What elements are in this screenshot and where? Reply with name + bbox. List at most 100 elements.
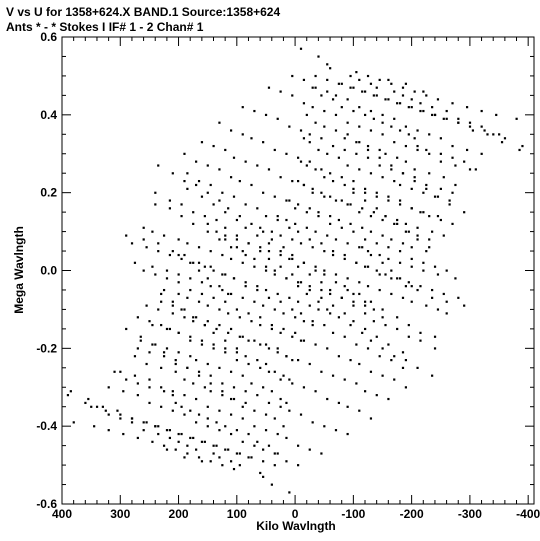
uv-point bbox=[270, 230, 273, 233]
uv-point bbox=[259, 250, 262, 253]
uv-point bbox=[157, 425, 160, 428]
uv-point bbox=[168, 253, 172, 257]
uv-point bbox=[200, 343, 204, 346]
uv-point bbox=[334, 113, 338, 117]
uv-point bbox=[195, 359, 198, 362]
uv-point bbox=[209, 460, 212, 463]
uv-point bbox=[393, 355, 396, 358]
uv-point bbox=[229, 129, 233, 132]
uv-point bbox=[381, 374, 384, 377]
uv-point bbox=[229, 413, 233, 416]
y-tick-label: 0.2 bbox=[40, 186, 57, 200]
uv-point bbox=[308, 273, 311, 276]
uv-point bbox=[428, 152, 431, 155]
uv-point bbox=[468, 121, 472, 124]
uv-point bbox=[113, 370, 116, 373]
uv-point bbox=[384, 152, 387, 155]
x-tick-labels: 400 300 200 100 0 -100 -200 -300 -400 bbox=[52, 507, 540, 521]
uv-point bbox=[474, 168, 477, 171]
uv-point bbox=[235, 347, 239, 350]
uv-point bbox=[457, 117, 460, 120]
uv-point bbox=[340, 82, 343, 85]
uv-point bbox=[276, 432, 279, 436]
uv-point bbox=[431, 113, 434, 117]
uv-point bbox=[422, 109, 425, 113]
uv-point bbox=[212, 444, 215, 447]
uv-point bbox=[215, 218, 218, 222]
uv-point bbox=[192, 261, 195, 264]
uv-point bbox=[396, 222, 399, 225]
uv-point bbox=[241, 250, 244, 253]
uv-point bbox=[186, 187, 189, 190]
uv-point bbox=[314, 230, 317, 233]
uv-point bbox=[273, 269, 276, 272]
uv-point bbox=[381, 316, 384, 319]
uv-point bbox=[451, 222, 454, 225]
uv-point bbox=[320, 191, 323, 194]
uv-point bbox=[209, 390, 212, 393]
uv-point bbox=[139, 339, 142, 342]
uv-point bbox=[259, 316, 262, 319]
uv-point bbox=[393, 179, 396, 183]
uv-point bbox=[267, 370, 271, 373]
uv-point bbox=[413, 90, 416, 93]
uv-point bbox=[224, 273, 227, 276]
uv-point bbox=[195, 183, 198, 187]
uv-point bbox=[154, 343, 157, 346]
uv-point bbox=[480, 152, 483, 155]
y-tick-label: 0.0 bbox=[40, 264, 57, 278]
uv-point bbox=[250, 456, 253, 459]
uv-point bbox=[425, 94, 428, 97]
uv-point bbox=[422, 191, 425, 194]
uv-point bbox=[419, 339, 422, 342]
uv-point bbox=[171, 172, 174, 175]
uv-point bbox=[381, 121, 384, 124]
uv-point bbox=[407, 281, 410, 284]
x-tick-label: 300 bbox=[110, 507, 130, 521]
uv-point bbox=[224, 238, 227, 241]
uv-point bbox=[308, 288, 311, 292]
plot-frame bbox=[61, 36, 535, 505]
uv-point bbox=[358, 141, 361, 144]
uv-point bbox=[221, 191, 224, 194]
uv-point bbox=[314, 86, 317, 89]
uv-point bbox=[221, 382, 224, 385]
uv-point bbox=[291, 335, 294, 338]
uv-point bbox=[90, 405, 93, 408]
uv-point bbox=[302, 261, 306, 264]
uv-point bbox=[174, 362, 177, 366]
uv-point bbox=[151, 323, 154, 327]
uv-point bbox=[244, 401, 247, 405]
uv-point bbox=[323, 425, 326, 428]
uv-point bbox=[270, 238, 273, 241]
uv-point bbox=[410, 187, 413, 190]
uv-point bbox=[273, 308, 276, 311]
uv-point bbox=[375, 195, 378, 198]
uv-point bbox=[381, 261, 384, 264]
uv-point bbox=[407, 133, 410, 136]
uv-point bbox=[387, 343, 390, 346]
uv-point bbox=[279, 405, 282, 408]
uv-point bbox=[264, 288, 268, 292]
uv-point bbox=[410, 300, 413, 303]
uv-point bbox=[334, 273, 338, 276]
uv-point bbox=[247, 362, 250, 366]
uv-point bbox=[378, 253, 381, 257]
uv-point bbox=[366, 156, 370, 159]
uv-point bbox=[433, 265, 437, 268]
uv-point bbox=[177, 273, 180, 276]
uv-point bbox=[320, 94, 323, 97]
uv-point bbox=[256, 234, 259, 237]
uv-point bbox=[186, 444, 189, 447]
uv-point bbox=[308, 207, 311, 210]
uv-point bbox=[364, 300, 367, 303]
uv-point bbox=[186, 366, 189, 369]
uv-point bbox=[428, 172, 431, 175]
uv-point bbox=[256, 359, 259, 362]
uv-point bbox=[157, 308, 160, 311]
uv-point bbox=[410, 285, 413, 288]
uv-point bbox=[404, 125, 408, 128]
uv-point bbox=[398, 183, 402, 187]
uv-point bbox=[299, 47, 303, 50]
uv-point bbox=[177, 331, 180, 334]
